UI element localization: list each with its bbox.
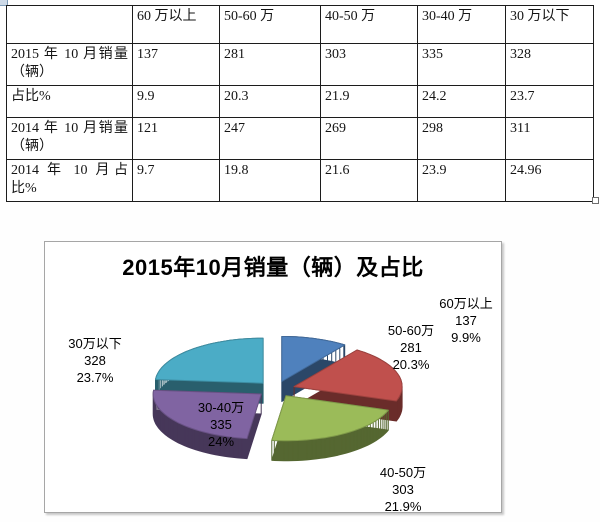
- table-cell: 311: [505, 116, 594, 160]
- pie-chart[interactable]: [45, 242, 503, 514]
- table-cell: 24.2: [417, 84, 506, 118]
- table-header-cell: 50-60 万: [219, 5, 321, 44]
- pie-slice-0[interactable]: [281, 336, 346, 382]
- table-row-label: 2014 年 10 月销量（辆）: [6, 116, 133, 160]
- table-header-cell: 40-50 万: [320, 5, 418, 44]
- sales-table: 60 万以上 50-60 万 40-50 万 30-40 万 30 万以下 2015 年 …: [6, 5, 594, 202]
- pie-slice-1[interactable]: [293, 349, 403, 402]
- table-cell: 21.9: [320, 84, 418, 118]
- table-resize-handle-icon[interactable]: [592, 197, 599, 204]
- table-cell: 281: [219, 43, 321, 86]
- table-row-label: 2014 年 10 月占比%: [6, 158, 133, 202]
- table-cell: 247: [219, 116, 321, 160]
- table-cell: 303: [320, 43, 418, 86]
- pie-slice-4[interactable]: [155, 337, 264, 384]
- table-header-cell: 30 万以下: [505, 5, 594, 44]
- pie-chart-container: 2015年10月销量（辆）及占比 60万以上 137 9.9% 50-60万 281 20…: [44, 241, 503, 514]
- table-cell: 24.96: [505, 158, 594, 202]
- table-cell: 328: [505, 43, 594, 86]
- table-cell: 121: [132, 116, 220, 160]
- table-cell: 137: [132, 43, 220, 86]
- table-move-handle-icon[interactable]: [0, 0, 8, 6]
- pie-slice-3[interactable]: [152, 389, 262, 440]
- table-row-label: 占比%: [6, 84, 133, 118]
- table-cell: 335: [417, 43, 506, 86]
- table-cell: 21.6: [320, 158, 418, 202]
- table-header-empty-cell: [6, 5, 133, 44]
- table-cell: 269: [320, 116, 418, 160]
- table-cell: 9.7: [132, 158, 220, 202]
- pie-slice-2[interactable]: [271, 395, 389, 442]
- table-cell: 9.9: [132, 84, 220, 118]
- table-header-cell: 30-40 万: [417, 5, 506, 44]
- table-header-cell: 60 万以上: [132, 5, 220, 44]
- table-cell: 298: [417, 116, 506, 160]
- table-cell: 19.8: [219, 158, 321, 202]
- chart-title: 2015年10月销量（辆）及占比: [122, 255, 424, 280]
- table-cell: 23.9: [417, 158, 506, 202]
- table-cell: 20.3: [219, 84, 321, 118]
- table-row-label: 2015 年 10 月销量（辆）: [6, 43, 133, 86]
- table-cell: 23.7: [505, 84, 594, 118]
